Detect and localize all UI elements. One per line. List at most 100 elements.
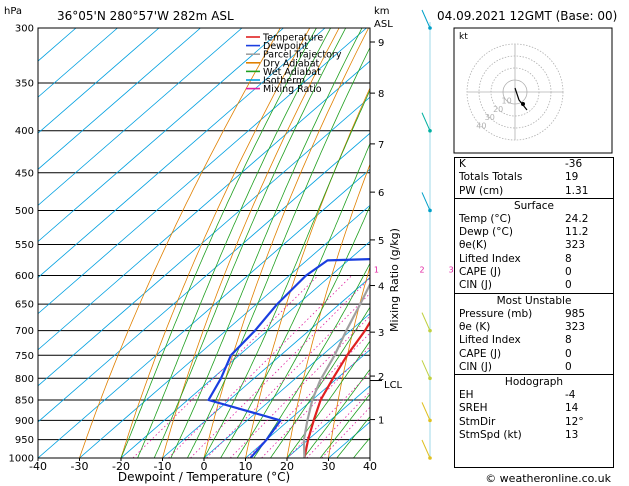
most-unstable-label: Lifted Index [459,334,521,347]
wind-barb [421,312,431,331]
surface-value: 0 [565,266,572,279]
hodograph-index-label: StmSpd (kt) [459,429,522,442]
legend-label: Isotherm [263,76,305,87]
isotherm-line [79,204,370,458]
surface-row: Temp (°C) 24.2 [455,213,613,226]
most-unstable-label: CAPE (J) [459,347,502,360]
isotherm-line [38,28,284,243]
surface-label: CIN (J) [459,279,492,292]
isotherm-line [38,60,370,351]
legend-label: Wet Adiabat [263,67,321,78]
pressure-tick-label: 700 [15,326,34,337]
hodograph-index-row: StmSpd (kt) 13 [455,429,613,442]
pressure-tick-label: 600 [15,271,34,282]
hodograph-index-value: -4 [565,389,576,402]
temperature-tick-label: 0 [201,460,208,473]
isotherm-line [38,28,160,134]
isotherm-line [38,132,370,423]
km-tick-label: 6 [378,188,384,199]
mixing-ratio-line [168,275,352,458]
surface-value: 323 [565,239,586,252]
isotherm-line [38,28,201,170]
wet-adiabat-line [236,205,370,458]
index-label: Totals Totals [459,171,523,184]
wet-adiabat-line [319,393,370,458]
pressure-tick-label: 900 [15,416,34,427]
wet-adiabat-line [153,28,347,458]
most-unstable-value: 323 [565,320,586,333]
hodograph-index-value: 12° [565,415,584,428]
legend-label: Parcel Trajectory [263,50,342,61]
most-unstable-row: θe (K) 323 [455,321,613,334]
wind-barb [421,402,431,421]
temperature-tick-label: -40 [29,460,47,473]
pressure-tick-label: 950 [15,435,34,446]
temperature-tick-label: 20 [280,460,294,473]
km-tick-label: 2 [378,372,384,383]
datetime-label: 04.09.2021 12GMT (Base: 00) [437,9,617,23]
surface-label: θe(K) [459,239,487,252]
pressure-tick-label: 450 [15,168,34,179]
temperature-tick-label: -10 [154,460,172,473]
km-unit-label: km [374,6,390,17]
pressure-tick-label: 500 [15,206,34,217]
km-tick-label: 3 [378,328,384,339]
hodograph-trace [514,87,528,111]
mixing-ratio-line [206,292,370,458]
dry-adiabat-line [615,28,629,458]
surface-row: Lifted Index 8 [455,253,613,266]
pressure-tick-label: 300 [15,24,34,35]
most-unstable-row: CAPE (J) 0 [455,348,613,361]
mixing-ratio-axis-title: Mixing Ratio (g/kg) [388,228,401,332]
surface-row: CIN (J) 0 [455,279,613,292]
isotherm-line [203,313,370,458]
most-unstable-row: CIN (J) 0 [455,361,613,374]
x-axis-title: Dewpoint / Temperature (°C) [118,470,290,484]
pressure-tick-label: 650 [15,300,34,311]
km-tick-label: 5 [378,236,384,247]
index-row: K -36 [455,158,613,171]
mixing-ratio-line [190,277,370,458]
surface-label: Dewp (°C) [459,226,513,239]
legend-label: Dry Adiabat [263,58,320,69]
dewpoint-curve [207,258,370,458]
surface-label: Lifted Index [459,252,521,265]
km-tick-label: 4 [378,282,384,293]
surface-value: 0 [565,279,572,292]
km-tick-label: 7 [378,140,384,151]
temperature-tick-label: -30 [71,460,89,473]
index-value: 1.31 [565,184,589,197]
most-unstable-value: 0 [565,360,572,373]
wet-adiabat-line [170,28,363,458]
km-tick-label: 8 [378,89,384,100]
legend-label: Dewpoint [263,41,308,52]
hodograph-index-row: StmDir 12° [455,416,613,429]
km-tick-label: 1 [378,416,384,427]
isotherm-line [38,28,243,206]
surface-title: Surface [513,199,554,212]
surface-row: CAPE (J) 0 [455,266,613,279]
pressure-tick-label: 800 [15,374,34,385]
wet-adiabat-line [203,89,370,458]
location-label: 36°05'N 280°57'W 282m ASL [57,9,234,23]
hodograph-index-value: 13 [565,429,579,442]
km-tick-label: 9 [378,38,384,49]
most-unstable-title: Most Unstable [496,294,572,307]
mixing-ratio-label: 2 [420,266,425,275]
hodograph-index-row: EH -4 [455,389,613,402]
hodograph-index-label: SREH [459,402,488,415]
most-unstable-label: θe (K) [459,320,491,333]
wet-adiabat-line [270,306,370,458]
pressure-tick-label: 1000 [9,454,34,465]
surface-label: CAPE (J) [459,266,502,279]
temperature-tick-label: -20 [112,460,130,473]
wet-adiabat-line [137,28,331,458]
hodograph-ring-label: 20 [493,105,503,114]
wet-adiabat-line [303,368,370,458]
legend-label: Temperature [262,33,323,44]
indices-table: K -36 Totals Totals 19 PW (cm) 1.31 Surface T… [454,157,614,468]
index-value: -36 [565,158,583,170]
hodograph-ring-label: 10 [502,96,512,105]
